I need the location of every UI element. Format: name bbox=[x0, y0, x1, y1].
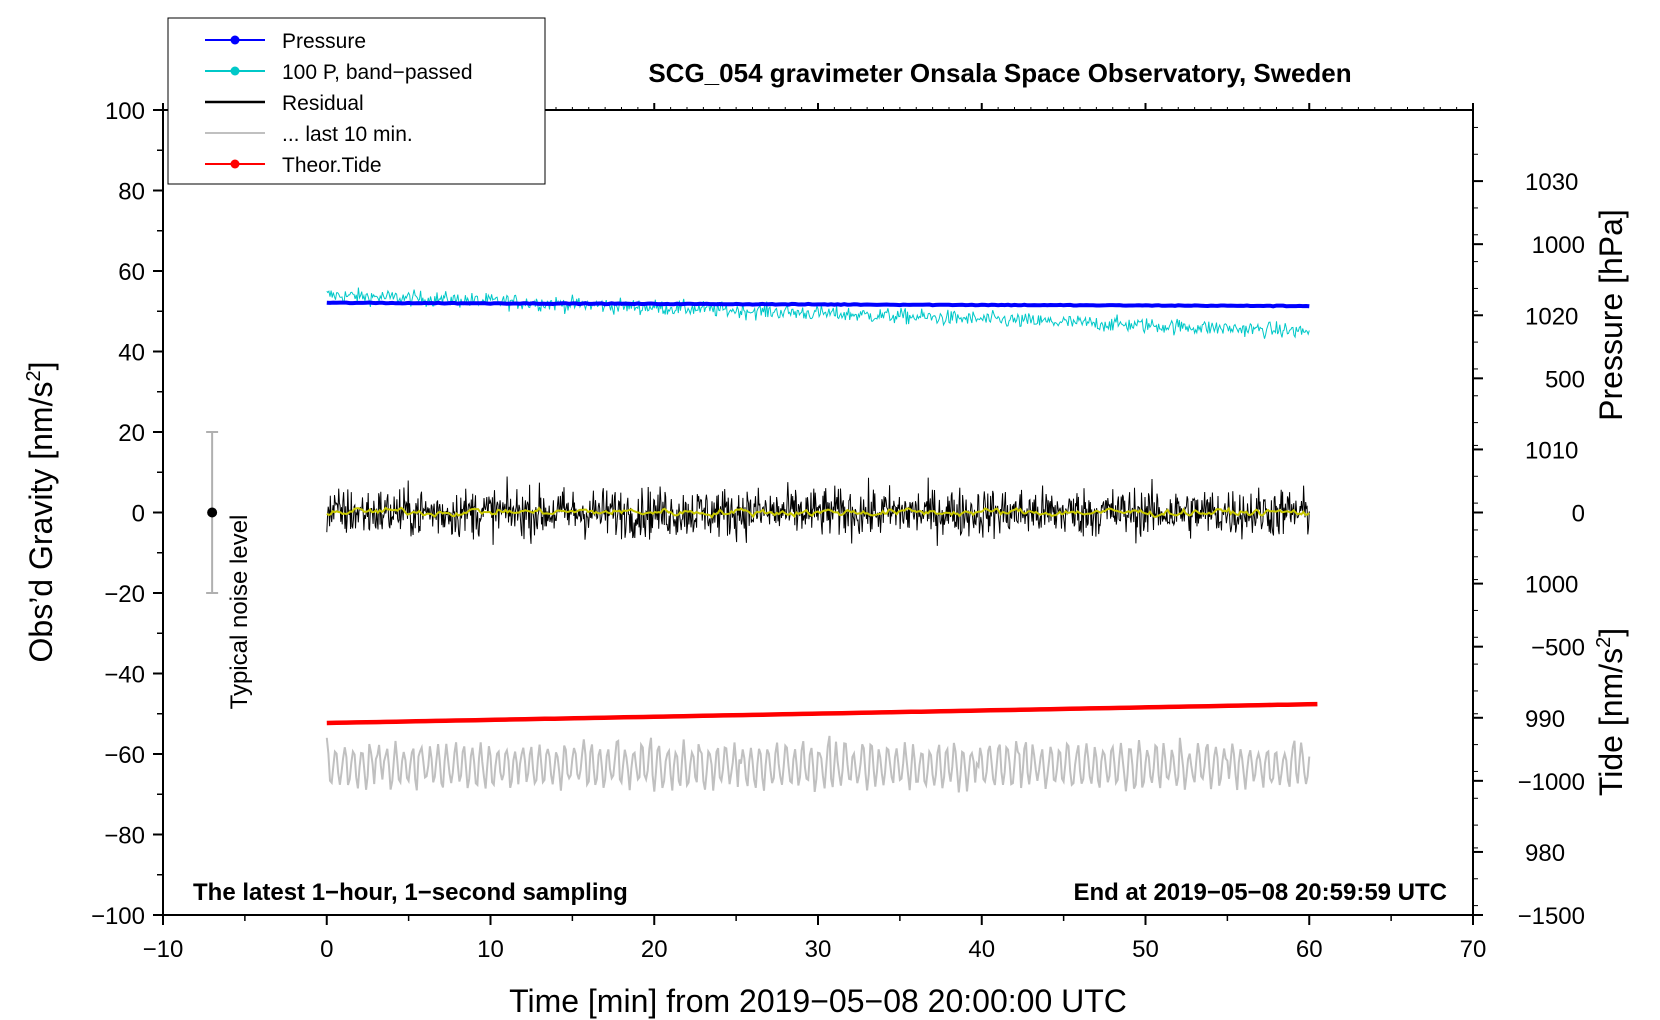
x-tick-label: 10 bbox=[477, 936, 504, 963]
series-residual-smoothed bbox=[326, 506, 1310, 519]
y-tick-label: 20 bbox=[118, 420, 145, 447]
annotation-left: The latest 1−hour, 1−second sampling bbox=[193, 879, 628, 906]
tide-tick-label: −500 bbox=[1531, 635, 1585, 662]
noise-label: Typical noise level bbox=[226, 515, 253, 710]
y-axis-left: −100 −80 −60 −40 −20 0 20 40 60 80 100 bbox=[91, 98, 163, 930]
tide-tick-label: 500 bbox=[1545, 366, 1585, 393]
tide-tick-label: −1500 bbox=[1518, 903, 1585, 930]
pressure-tick-label: 990 bbox=[1525, 706, 1565, 733]
x-axis: −10 0 10 20 30 40 50 60 70 bbox=[143, 103, 1487, 963]
y-tick-label: 80 bbox=[118, 179, 145, 206]
y-axis-label-left-sup: 2 bbox=[23, 370, 45, 381]
y-tick-label: 100 bbox=[105, 98, 145, 125]
noise-bar-center-dot bbox=[207, 507, 218, 518]
tide-tick-label: 0 bbox=[1572, 501, 1585, 528]
y-tick-label: 60 bbox=[118, 259, 145, 286]
x-tick-label: 70 bbox=[1460, 936, 1487, 963]
x-axis-label: Time [min] from 2019−05−08 20:00:00 UTC bbox=[509, 983, 1127, 1019]
y-tick-label: −20 bbox=[104, 581, 145, 608]
y-tick-label: 40 bbox=[118, 340, 145, 367]
y-axis-tide: −1500 −1000 −500 0 500 1000 bbox=[1473, 232, 1585, 930]
pressure-tick-label: 1010 bbox=[1525, 437, 1578, 464]
y-axis-label-left: Obs’d Gravity [nm/s2] bbox=[23, 362, 59, 663]
y-tick-label: −40 bbox=[104, 662, 145, 689]
series-bandpassed-pressure bbox=[326, 287, 1310, 339]
legend-marker bbox=[230, 35, 240, 45]
legend-label: Residual bbox=[282, 92, 364, 115]
chart-title: SCG_054 gravimeter Onsala Space Observat… bbox=[648, 58, 1351, 88]
legend-label: Theor.Tide bbox=[282, 154, 382, 177]
series-theoretical-tide bbox=[326, 701, 1318, 726]
legend-label: 100 P, band−passed bbox=[282, 61, 473, 84]
y-axis-label-tide: Tide [nm/s2] bbox=[1593, 628, 1629, 796]
noise-bar bbox=[206, 431, 219, 594]
x-tick-label: 0 bbox=[320, 936, 333, 963]
legend-label: ... last 10 min. bbox=[282, 123, 413, 146]
pressure-tick-label: 1030 bbox=[1525, 169, 1578, 196]
x-tick-label: 30 bbox=[805, 936, 832, 963]
tide-tick-label: 1000 bbox=[1532, 232, 1585, 259]
legend: Pressure 100 P, band−passed Residual ... la… bbox=[167, 17, 546, 185]
y-tick-label: −100 bbox=[91, 903, 145, 930]
x-tick-label: 20 bbox=[641, 936, 668, 963]
pressure-tick-label: 980 bbox=[1525, 840, 1565, 867]
series-pressure bbox=[326, 300, 1310, 309]
x-tick-label: 50 bbox=[1132, 936, 1159, 963]
tide-tick-label: −1000 bbox=[1518, 769, 1585, 796]
pressure-tick-label: 1000 bbox=[1525, 572, 1578, 599]
y-axis-label-pressure: Pressure [hPa] bbox=[1593, 209, 1629, 421]
legend-label: Pressure bbox=[282, 30, 366, 53]
y-axis-label-tide-sup: 2 bbox=[1593, 637, 1615, 648]
y-tick-label: −80 bbox=[104, 823, 145, 850]
x-tick-label: 60 bbox=[1296, 936, 1323, 963]
legend-marker bbox=[230, 159, 240, 169]
y-tick-label: 0 bbox=[132, 501, 145, 528]
y-axis-pressure: 980 990 1000 1010 1020 1030 bbox=[1473, 126, 1578, 907]
series-layer bbox=[325, 287, 1318, 793]
series-last-10-min bbox=[325, 735, 1311, 793]
annotation-right: End at 2019−05−08 20:59:59 UTC bbox=[1073, 879, 1447, 906]
x-tick-label: 40 bbox=[968, 936, 995, 963]
x-tick-label: −10 bbox=[143, 936, 184, 963]
y-tick-label: −60 bbox=[104, 742, 145, 769]
pressure-tick-label: 1020 bbox=[1525, 303, 1578, 330]
legend-marker bbox=[230, 66, 240, 76]
